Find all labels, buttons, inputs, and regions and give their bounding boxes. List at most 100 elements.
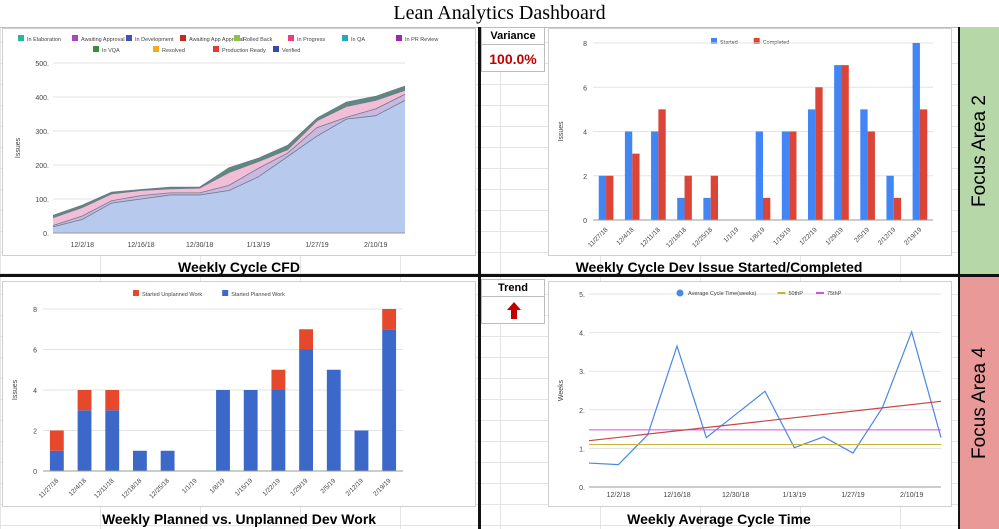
bar-started-planned-work [326,369,341,471]
legend-swatch [711,38,717,44]
x-tick-label: 12/30/18 [186,242,213,249]
legend-label: In Elaboration [27,37,61,43]
bar-started-unplanned-work [77,390,92,411]
x-tick-label: 1/15/19 [234,477,255,498]
bar-started-unplanned-work [271,369,286,390]
bar-started-unplanned-work [49,430,64,451]
bar-started [651,131,659,220]
legend-label: In VQA [102,48,120,54]
bar-completed [893,197,902,220]
y-tick-label: 0 [583,218,587,225]
horizontal-divider [0,274,999,277]
legend-label: In QA [351,37,365,43]
bar-completed [841,65,849,220]
x-tick-label: 12/11/18 [93,477,116,500]
y-tick-label: 6 [583,85,587,92]
focus-area-2-label: Focus Area 2 [968,95,990,207]
legend-label: 50thP [789,291,804,297]
x-tick-label: 12/18/18 [120,477,143,500]
y-axis-label: Issues [15,137,22,158]
legend-label: Awaiting Approval [81,37,125,43]
x-tick-label: 2/10/19 [900,492,923,499]
x-tick-label: 12/4/18 [68,477,89,498]
series-line [52,100,406,228]
x-tick-label: 2/12/19 [877,226,898,247]
started-completed-chart-panel[interactable]: Started Completed 0 2 4 6 8 Issues 11/27/18 12/4/… [548,28,952,256]
started-completed-caption: Weekly Cycle Dev Issue Started/Completed [575,259,863,275]
y-tick-label: 2 [33,429,37,436]
y-tick-label: 5. [579,292,585,299]
x-tick-label: 12/16/18 [663,492,690,499]
bar-started-planned-work [299,349,313,471]
bar-started-planned-work [160,450,175,471]
y-tick-label: 6 [33,348,37,355]
bar-started [624,131,633,220]
y-tick-label: 0 [33,469,37,476]
x-tick-label: 1/29/19 [825,226,846,247]
legend-label: Verified [282,48,300,54]
cycle-time-caption: Weekly Average Cycle Time [627,511,811,527]
x-tick-label: 2/10/19 [364,242,387,249]
trend-kpi: Trend [481,279,545,324]
y-tick-label: 200. [35,163,49,170]
variance-value: 100.0% [489,51,537,67]
x-tick-label: 1/8/19 [749,226,767,244]
y-tick-label: 4 [583,130,587,137]
legend-label: Awaiting App Approval [189,37,244,43]
y-tick-label: 2 [583,174,587,181]
bar-started [860,109,868,220]
bar-completed [710,175,719,220]
legend-swatch [396,35,402,41]
planned-unplanned-chart-panel[interactable]: Started Unplanned Work Started Planned Wo… [2,281,476,507]
y-axis-label: Weeks [558,379,565,401]
x-tick-label: 11/27/18 [38,477,61,500]
bar-completed [789,131,797,220]
legend-label: In Progress [297,37,325,43]
bar-started-unplanned-work [299,329,313,350]
legend-marker [676,289,684,297]
x-tick-label: 1/22/19 [262,477,283,498]
trend-line [588,400,942,442]
x-tick-label: 1/15/19 [772,226,793,247]
x-tick-label: 1/29/19 [289,477,310,498]
x-tick-label: 2/19/19 [903,226,924,247]
variance-kpi: Variance 100.0% [481,27,545,72]
x-tick-label: 12/4/18 [615,226,636,247]
legend-label: Average Cycle Time(weeks) [688,291,757,297]
legend-swatch [72,35,78,41]
x-tick-label: 11/27/18 [587,226,610,249]
x-tick-label: 2/5/19 [853,226,871,244]
cfd-chart-panel[interactable]: In Elaboration Awaiting Approval In Develo… [2,28,476,256]
bar-started [781,131,790,220]
y-tick-label: 100. [35,197,49,204]
legend-swatch [133,290,139,296]
bar-completed [867,131,875,220]
focus-area-4: Focus Area 4 [958,277,999,529]
bar-started [755,131,763,220]
bar-completed [632,153,640,220]
bar-completed [684,175,692,220]
cycle-time-svg: 0. 1. 2. 3. 4. 5. Weeks Average Cycle Time(week… [558,289,942,499]
legend-label: Started Planned Work [231,292,285,298]
x-tick-label: 12/25/18 [148,477,171,500]
bar-started-planned-work [271,390,286,471]
y-tick-label: 0. [579,485,585,492]
bar-started-planned-work [49,450,64,471]
x-tick-label: 1/13/19 [247,242,270,249]
y-tick-label: 4 [33,388,37,395]
x-tick-label: 12/2/18 [71,242,94,249]
planned-unplanned-caption: Weekly Planned vs. Unplanned Dev Work [101,511,377,527]
x-tick-label: 1/8/19 [209,477,227,495]
y-axis-label: Issues [12,379,19,400]
bar-started [886,175,894,220]
bar-started [598,175,607,220]
legend-swatch [126,35,132,41]
cycle-time-chart-panel[interactable]: 0. 1. 2. 3. 4. 5. Weeks Average Cycle Time(week… [548,281,952,507]
x-tick-label: 1/1/19 [181,477,199,495]
legend-swatch [234,35,240,41]
y-tick-label: 2. [579,408,585,415]
y-tick-label: 300. [35,129,49,136]
legend-swatch [93,46,99,52]
cfd-svg: In Elaboration Awaiting Approval In Develo… [15,35,438,249]
